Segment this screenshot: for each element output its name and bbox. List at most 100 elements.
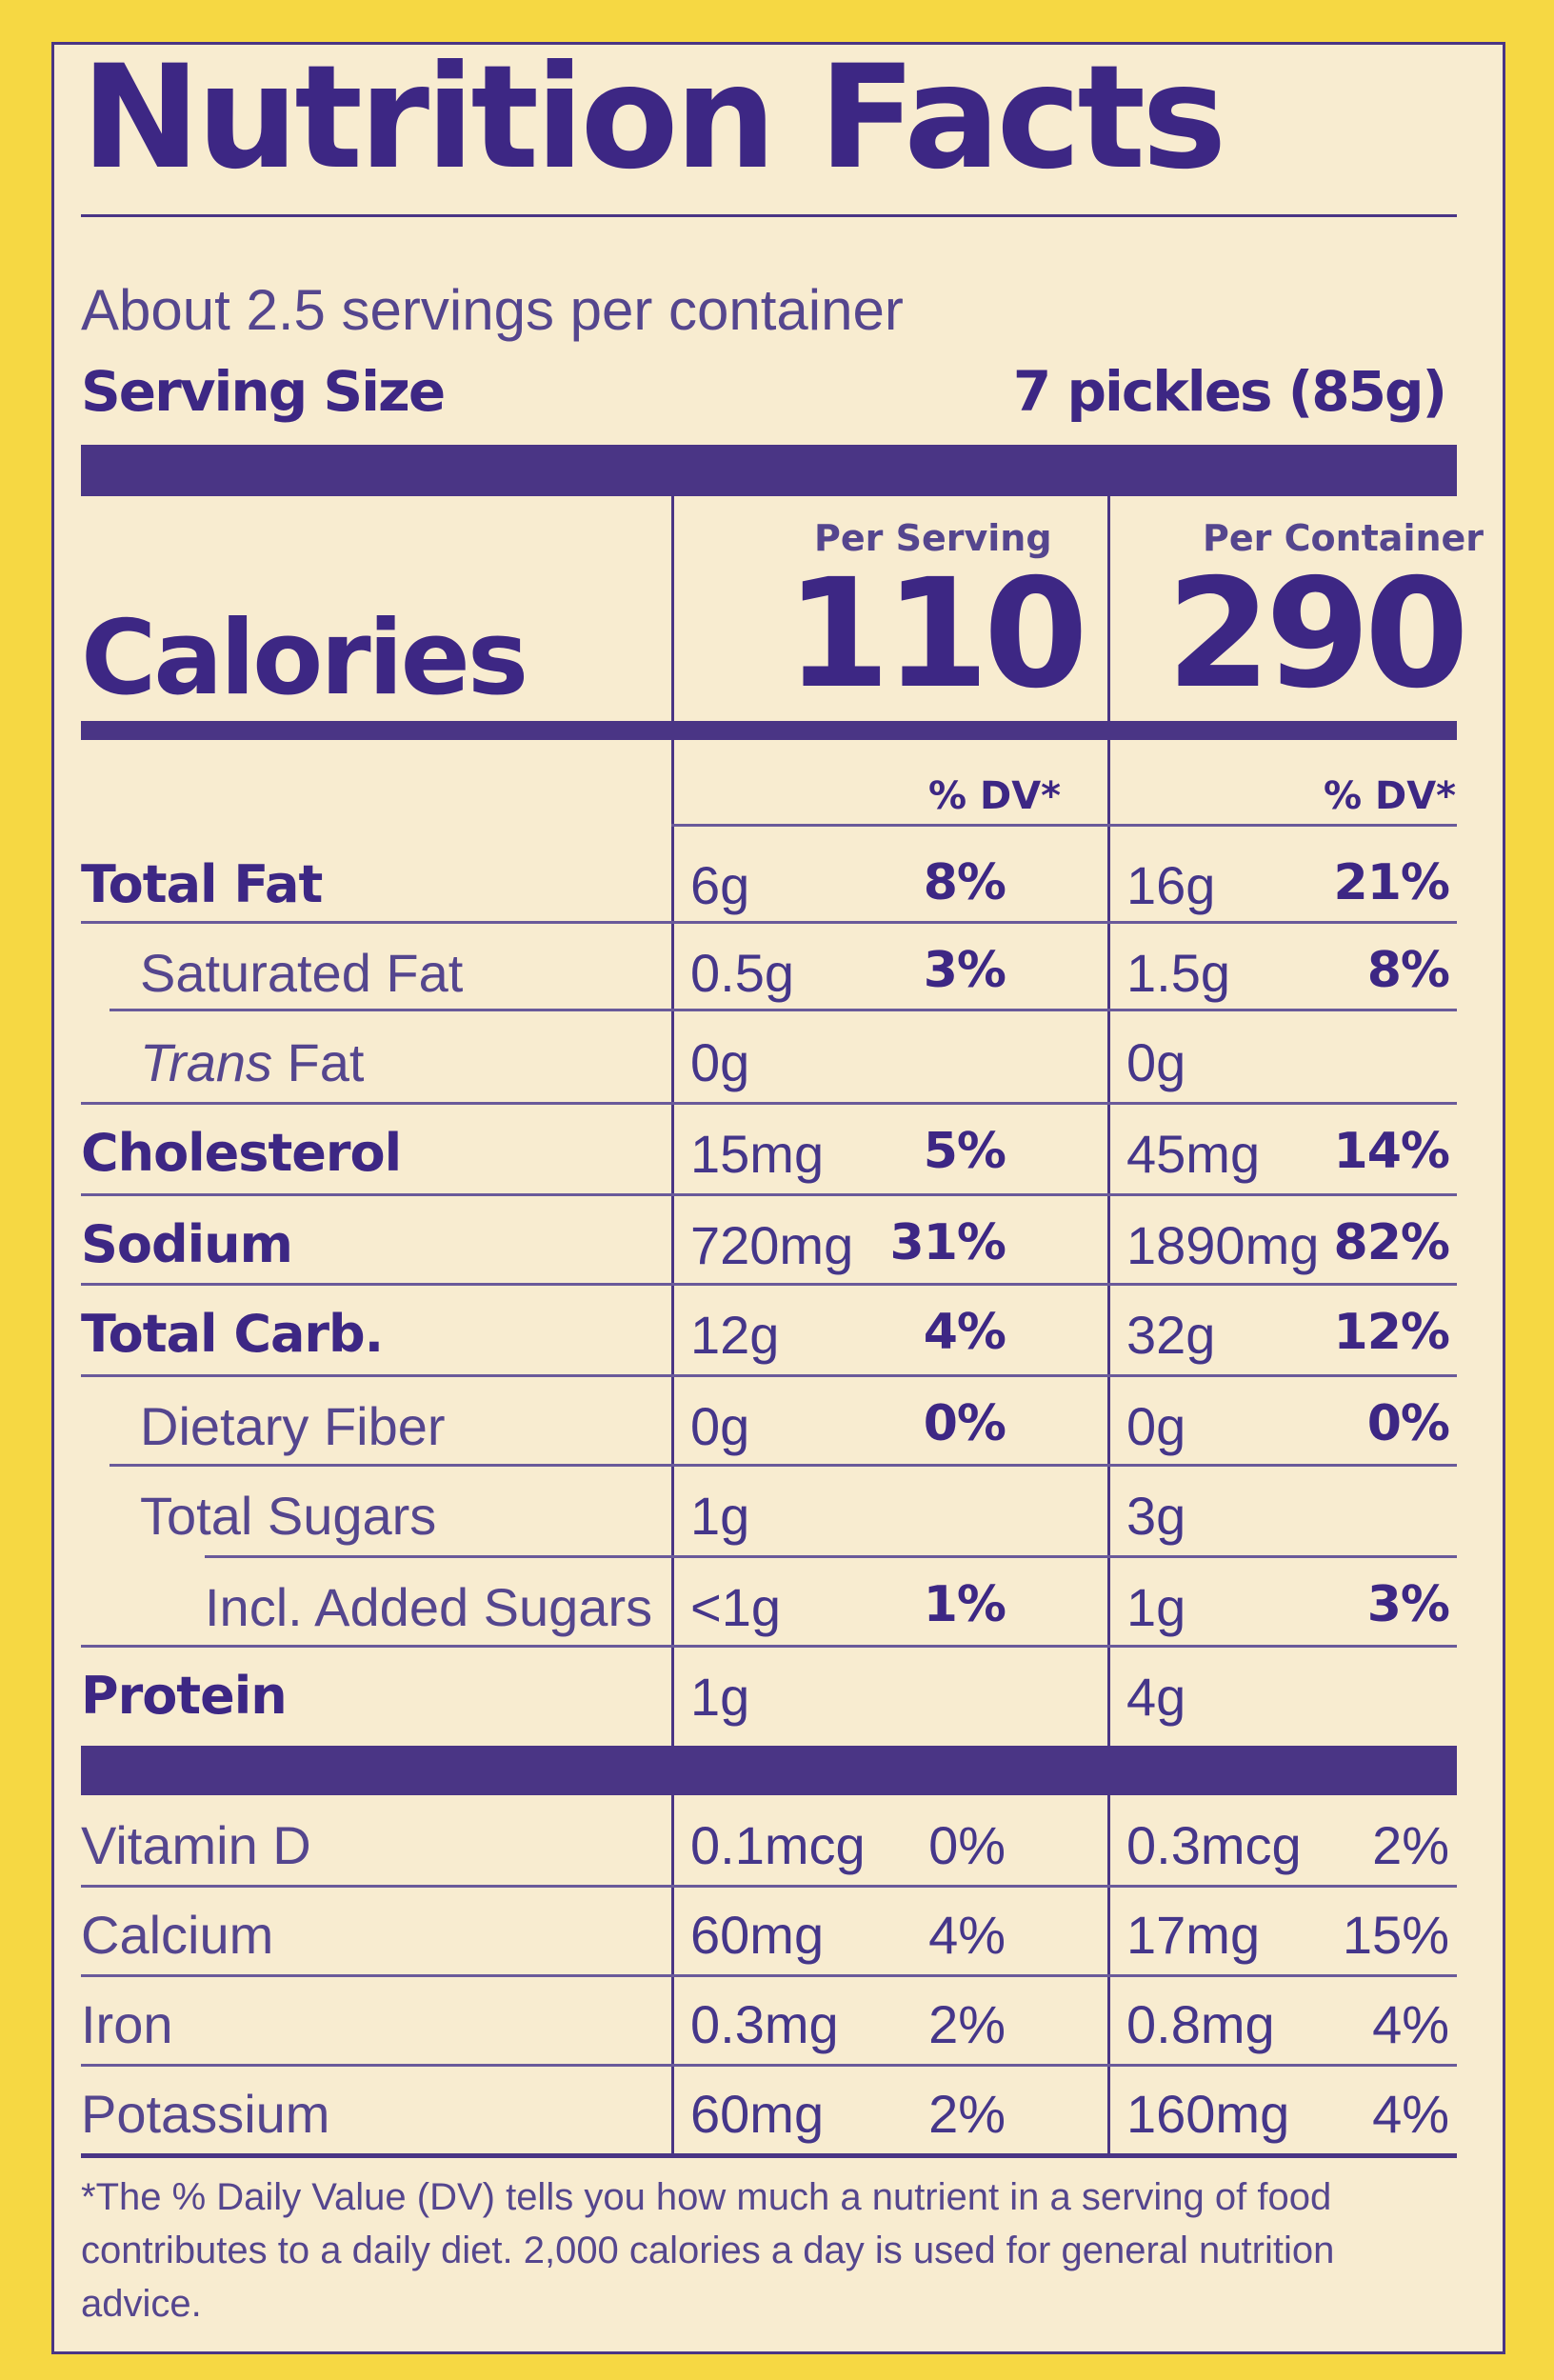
nutrient-name: Dietary Fiber: [140, 1396, 446, 1456]
nutrient-name: Sodium: [81, 1214, 293, 1274]
row-rule: [81, 1974, 1457, 1977]
per-container-amount: 45mg: [1126, 1124, 1261, 1184]
per-serving-amount: 6g: [690, 855, 750, 915]
per-serving-dv: 2%: [928, 2084, 1006, 2144]
per-serving-amount: 0.1mcg: [690, 1815, 866, 1875]
per-container-amount: 4g: [1126, 1667, 1186, 1727]
per-serving-header: Per Serving: [814, 517, 1052, 559]
per-container-amount: 1.5g: [1126, 943, 1230, 1003]
trans-italic: Trans: [140, 1032, 272, 1092]
per-container-amount: 160mg: [1126, 2084, 1290, 2144]
per-serving-amount: 1g: [690, 1486, 750, 1546]
trans-fat-rest: Fat: [272, 1032, 365, 1092]
per-serving-amount: 15mg: [690, 1124, 825, 1184]
row-rule: [110, 1009, 1457, 1011]
nutrient-name: Saturated Fat: [140, 943, 464, 1003]
per-container-amount: 16g: [1126, 855, 1216, 915]
calories-per-container: 290: [1166, 547, 1469, 722]
thick-rule-calories: [81, 721, 1457, 740]
per-container-dv: 8%: [1366, 942, 1450, 999]
per-container-amount: 1g: [1126, 1577, 1186, 1637]
per-serving-amount: 0.3mg: [690, 1994, 839, 2054]
per-container-amount: 0.3mcg: [1126, 1815, 1302, 1875]
serving-size-label: Serving Size: [81, 359, 446, 424]
per-serving-dv: 4%: [928, 1905, 1006, 1965]
per-serving-dv: 5%: [923, 1123, 1006, 1180]
per-serving-dv: 0%: [928, 1815, 1006, 1875]
per-container-dv: 21%: [1333, 854, 1450, 911]
vitamin-name: Calcium: [81, 1905, 274, 1965]
vitamin-name: Potassium: [81, 2084, 330, 2144]
per-container-header: Per Container: [1203, 517, 1484, 559]
dv-header-per-container: % DV*: [1324, 774, 1457, 818]
per-container-amount: 0.8mg: [1126, 1994, 1275, 2054]
per-serving-dv: 0%: [923, 1395, 1006, 1452]
per-serving-amount: 1g: [690, 1667, 750, 1727]
per-container-dv: 4%: [1372, 1994, 1449, 2054]
per-serving-dv: 2%: [928, 1994, 1006, 2054]
calories-label: Calories: [81, 599, 528, 718]
vitamin-name: Vitamin D: [81, 1815, 311, 1875]
per-container-amount: 32g: [1126, 1305, 1216, 1365]
per-container-amount: 0g: [1126, 1396, 1186, 1456]
row-rule: [81, 921, 1457, 924]
nutrient-name: Trans Fat: [140, 1031, 364, 1093]
per-container-dv: 0%: [1366, 1395, 1450, 1452]
per-container-dv: 15%: [1342, 1905, 1449, 1965]
calories-per-serving: 110: [786, 547, 1088, 722]
nutrition-facts-title: Nutrition Facts: [81, 35, 1226, 201]
per-serving-amount: 12g: [690, 1305, 780, 1365]
per-container-dv: 82%: [1333, 1214, 1450, 1271]
per-container-amount: 1890mg: [1126, 1215, 1320, 1275]
row-rule: [81, 1885, 1457, 1888]
nutrient-name: Total Carb.: [81, 1304, 384, 1364]
per-container-amount: 17mg: [1126, 1905, 1261, 1965]
per-container-amount: 0g: [1126, 1032, 1186, 1092]
per-container-dv: 12%: [1333, 1304, 1450, 1361]
row-rule: [110, 1464, 1457, 1467]
thick-rule-top: [81, 445, 1457, 496]
per-container-dv: 3%: [1366, 1576, 1450, 1633]
label-inner: Nutrition Facts About 2.5 servings per c…: [81, 35, 1484, 2351]
per-serving-amount: 0g: [690, 1032, 750, 1092]
nutrient-name: Protein: [81, 1666, 288, 1726]
serving-size-row: Serving Size 7 pickles (85g): [81, 359, 1447, 435]
per-container-dv: 2%: [1372, 1815, 1449, 1875]
per-serving-amount: 60mg: [690, 2084, 825, 2144]
row-rule: [81, 1645, 1457, 1648]
row-rule: [81, 2064, 1457, 2067]
nutrition-label: Nutrition Facts About 2.5 servings per c…: [51, 42, 1505, 2354]
nutrient-name: Incl. Added Sugars: [205, 1577, 653, 1637]
per-serving-amount: 60mg: [690, 1905, 825, 1965]
dv-header-per-serving: % DV*: [928, 774, 1062, 818]
footnote-rule: [81, 2153, 1457, 2158]
per-serving-dv: 1%: [923, 1576, 1006, 1633]
per-serving-amount: 0g: [690, 1396, 750, 1456]
row-rule: [81, 1374, 1457, 1377]
serving-size-value: 7 pickles (85g): [1012, 359, 1447, 424]
thick-rule-vitamins: [81, 1746, 1457, 1795]
title-rule: [81, 214, 1457, 217]
row-rule: [81, 1283, 1457, 1286]
nutrient-name: Total Fat: [81, 854, 323, 914]
column-divider-right: [1107, 496, 1110, 2155]
nutrient-name: Total Sugars: [140, 1486, 437, 1546]
per-container-dv: 14%: [1333, 1123, 1450, 1180]
nutrient-name: Cholesterol: [81, 1123, 402, 1183]
column-divider-left: [671, 496, 674, 2155]
per-container-dv: 4%: [1372, 2084, 1449, 2144]
row-rule: [81, 1193, 1457, 1196]
row-rule: [81, 1102, 1457, 1105]
vitamin-name: Iron: [81, 1994, 173, 2054]
servings-per-container: About 2.5 servings per container: [81, 278, 904, 342]
per-serving-dv: 4%: [923, 1304, 1006, 1361]
per-serving-dv: 3%: [923, 942, 1006, 999]
per-container-amount: 3g: [1126, 1486, 1186, 1546]
row-rule: [205, 1555, 1457, 1558]
per-serving-amount: 720mg: [690, 1215, 854, 1275]
per-serving-dv: 31%: [889, 1214, 1006, 1271]
dv-header-rule: [671, 824, 1457, 827]
per-serving-amount: 0.5g: [690, 943, 794, 1003]
per-serving-dv: 8%: [923, 854, 1006, 911]
per-serving-amount: <1g: [690, 1577, 781, 1637]
